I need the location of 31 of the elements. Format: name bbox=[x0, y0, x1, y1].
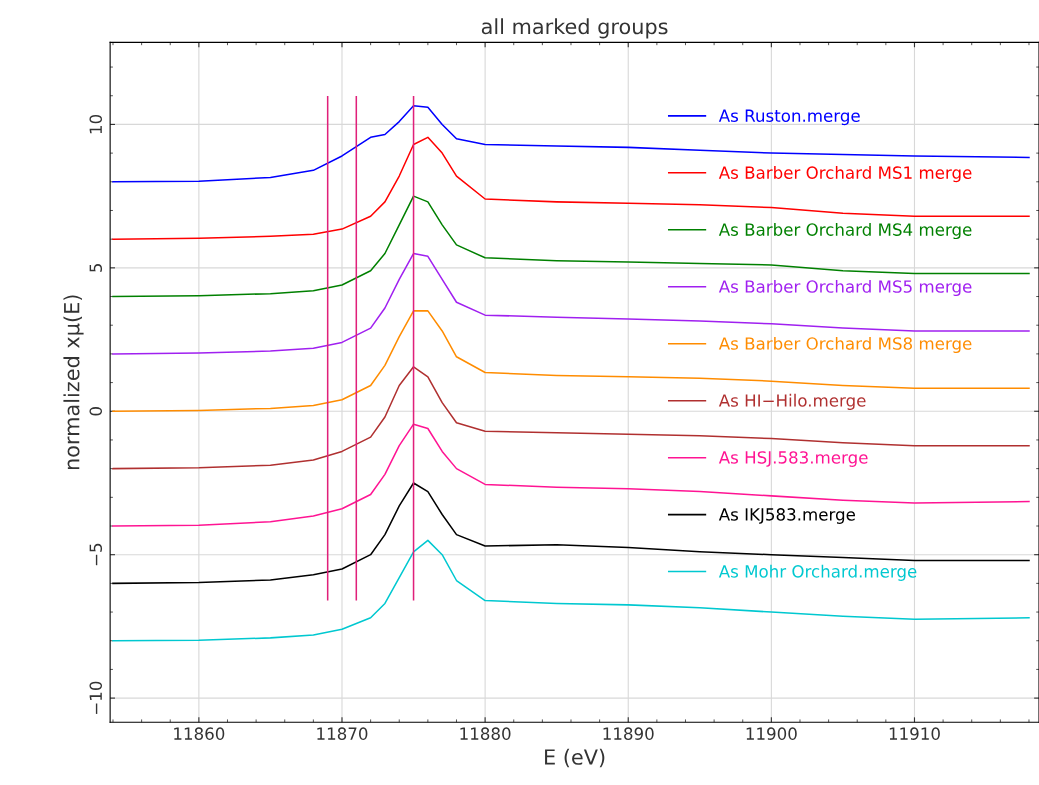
legend-label: As Barber Orchard MS1 merge bbox=[718, 166, 972, 183]
legend-label: As Barber Orchard MS4 merge bbox=[718, 222, 972, 240]
line-series bbox=[112, 252, 1030, 355]
x-tick-label: 11910 bbox=[889, 727, 940, 740]
legend-label: As Barber Orchard MS5 merge bbox=[718, 279, 972, 297]
line-series bbox=[112, 423, 1030, 527]
x-tick-label: 11880 bbox=[460, 727, 511, 740]
y-tick-label: 10 bbox=[89, 114, 103, 134]
legend-label: As Mohr Orchard.merge bbox=[718, 564, 917, 581]
y-axis-title: normalized xμ(E) bbox=[63, 295, 84, 470]
x-tick-label: 11890 bbox=[603, 727, 654, 740]
line-series bbox=[112, 136, 1030, 240]
legend-label: As Barber Orchard MS8 merge bbox=[718, 336, 972, 354]
x-axis-title: E (eV) bbox=[545, 748, 605, 768]
y-tick-label: 5 bbox=[89, 264, 103, 272]
legend-label: As HI−Hilo.merge bbox=[718, 393, 866, 410]
line-series bbox=[112, 105, 1030, 183]
legend-label: As IKJ583.merge bbox=[718, 508, 855, 524]
y-tick-label: −5 bbox=[89, 543, 103, 566]
chart-title: all marked groups bbox=[481, 18, 668, 39]
y-tick-label: −10 bbox=[89, 681, 103, 714]
x-tick-label: 11860 bbox=[174, 727, 225, 740]
legend-label: As HSJ.583.merge bbox=[718, 451, 868, 467]
line-series bbox=[112, 310, 1030, 413]
legend-label: As Ruston.merge bbox=[718, 109, 860, 126]
line-series bbox=[112, 539, 1030, 642]
line-series bbox=[112, 366, 1030, 470]
x-tick-label: 11870 bbox=[317, 727, 368, 740]
x-tick-label: 11900 bbox=[746, 727, 797, 740]
y-tick-label: 0 bbox=[89, 407, 103, 416]
line-series bbox=[112, 195, 1030, 298]
